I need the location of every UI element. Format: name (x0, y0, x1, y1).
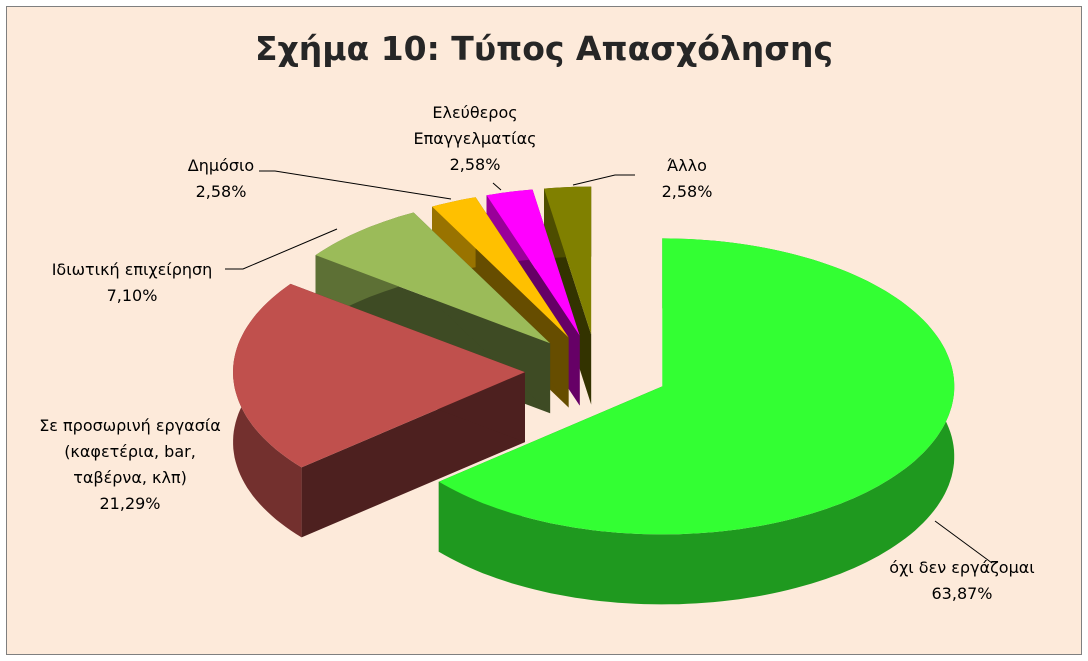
leader-line (225, 228, 338, 270)
slice-label: Σε προσωρινή εργασία (καφετέρια, bar, τα… (39, 416, 221, 487)
slice-top (233, 283, 525, 468)
slice-top (315, 212, 551, 344)
slice-label: όχι δεν εργάζομαι (889, 558, 1035, 577)
slice-label: Ελεύθερος Επαγγελματίας (413, 103, 537, 148)
slice-label: Άλλο (667, 156, 707, 175)
slice-value-label: 2,58% (195, 182, 247, 201)
slice-label: Δημόσιο (187, 156, 255, 175)
leader-line (492, 182, 502, 191)
slice-label: Ιδιωτική επιχείρηση (51, 260, 213, 279)
leader-line (259, 170, 452, 200)
slice-value-label: 2,58% (661, 182, 713, 201)
slice-value-label: 7,10% (106, 286, 158, 305)
slice-value-label: 63,87% (931, 584, 993, 603)
chart: Σχήμα 10: Τύπος Απασχόλησης όχι δεν εργά… (6, 6, 1082, 655)
plot-area (225, 170, 993, 605)
slice-value-label: 21,29% (99, 494, 161, 513)
slice-top (486, 189, 580, 336)
slice-value-label: 2,58% (449, 155, 501, 174)
pie-slice (233, 283, 525, 538)
pie-slice (438, 238, 955, 605)
slice-top (432, 197, 569, 338)
leader-line (934, 520, 993, 564)
slice-top (438, 238, 955, 535)
leader-line (572, 174, 635, 186)
chart-title: Σχήμα 10: Τύπος Απασχόλησης (254, 29, 834, 68)
slice-top (544, 186, 592, 335)
